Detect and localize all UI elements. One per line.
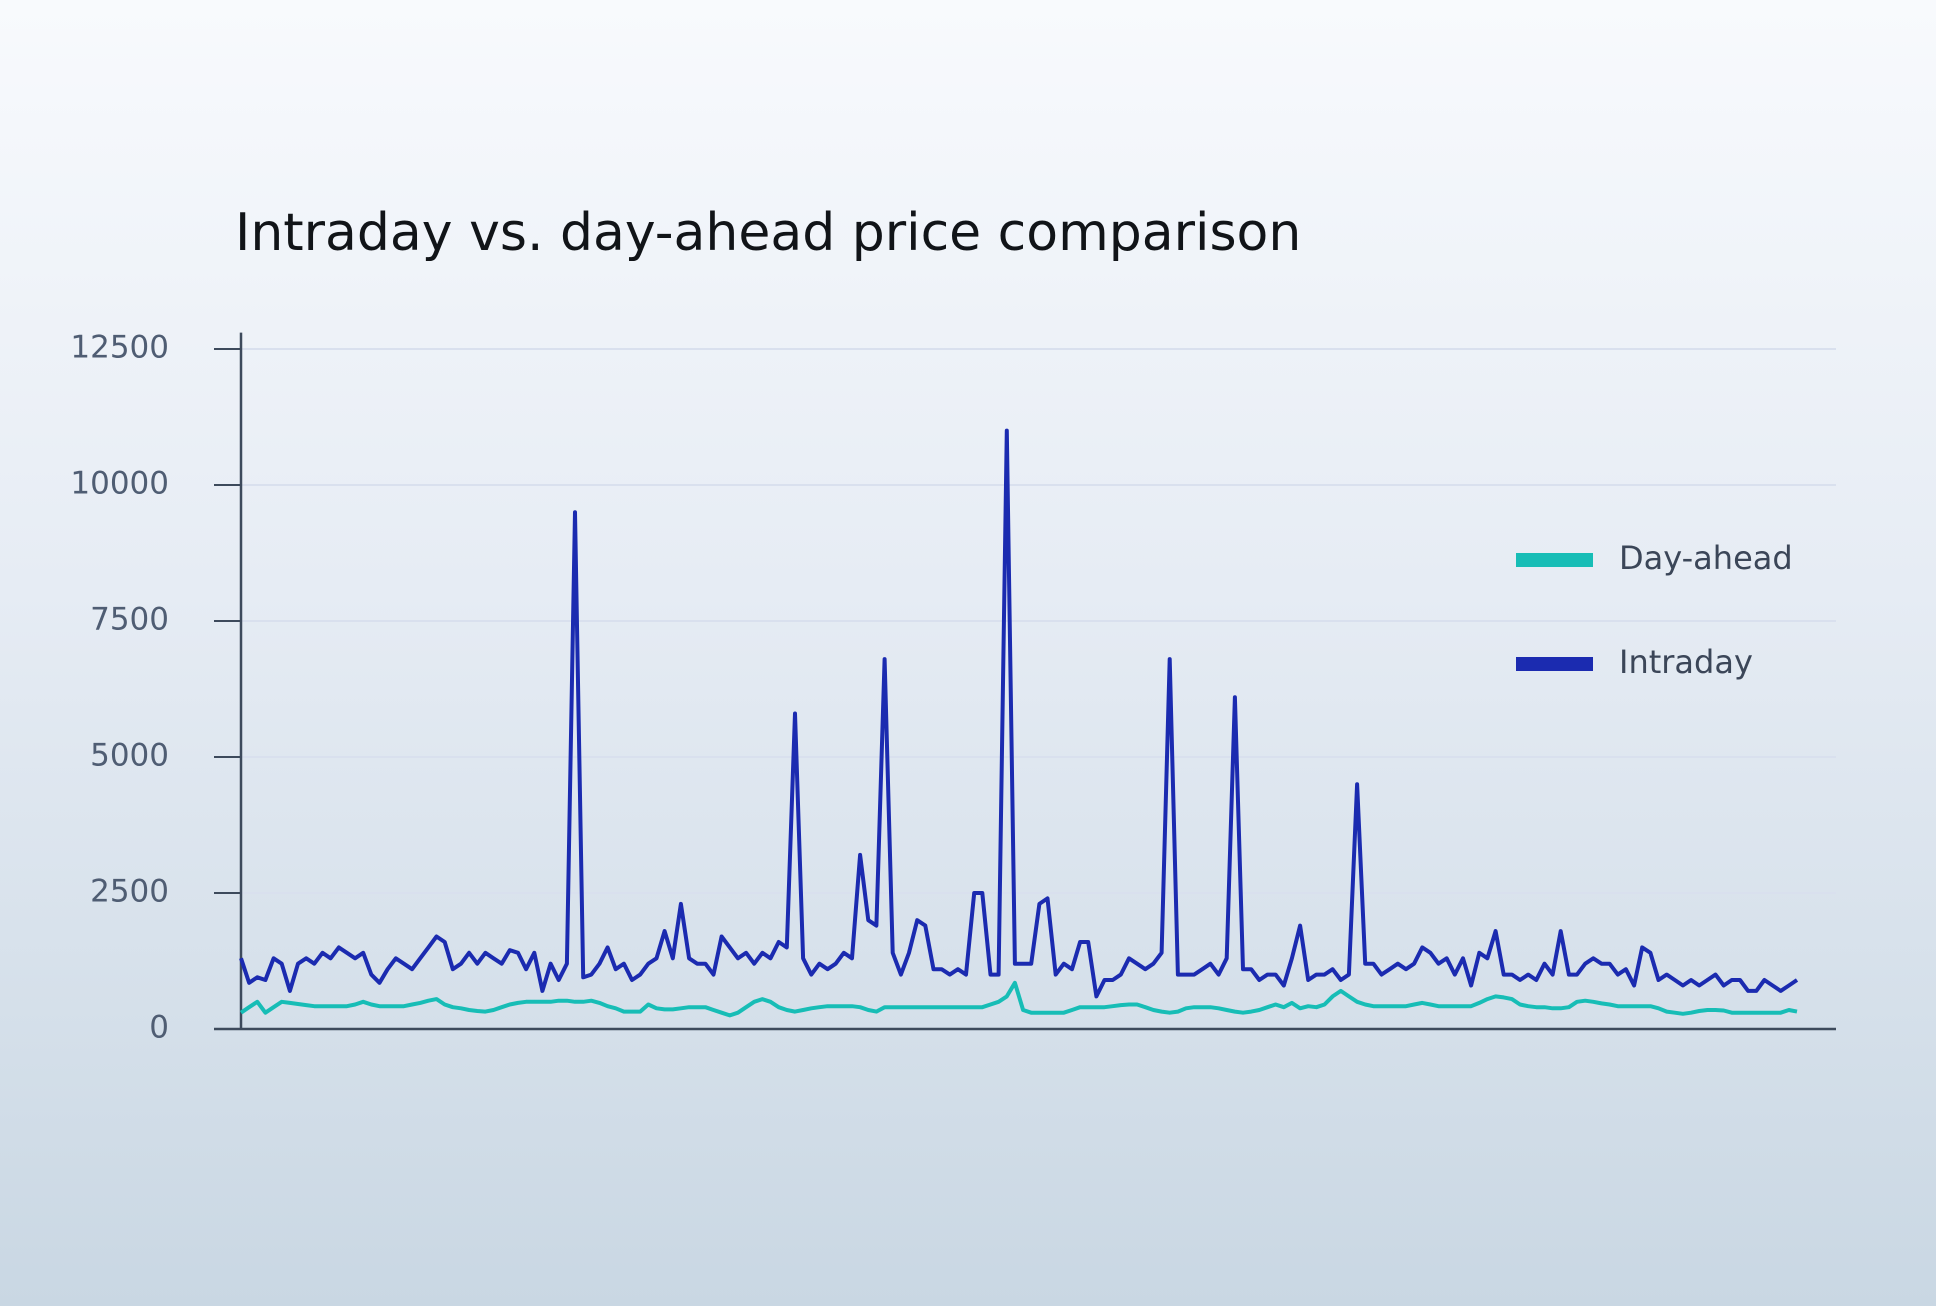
series-line	[239, 428, 1799, 999]
legend-swatch	[1516, 657, 1593, 671]
y-tick-label: 0	[149, 1010, 169, 1046]
legend-label: Intraday	[1619, 643, 1753, 681]
legend-swatch	[1516, 553, 1593, 567]
y-tick-label: 5000	[90, 738, 169, 774]
y-tick-label: 7500	[90, 602, 169, 638]
y-tick-label: 10000	[70, 466, 169, 502]
y-tick-label: 12500	[70, 330, 169, 366]
chart-title: Intraday vs. day-ahead price comparison	[235, 203, 1301, 263]
y-tick-label: 2500	[90, 874, 169, 910]
series-line	[239, 980, 1798, 1018]
legend-label: Day-ahead	[1619, 539, 1793, 577]
